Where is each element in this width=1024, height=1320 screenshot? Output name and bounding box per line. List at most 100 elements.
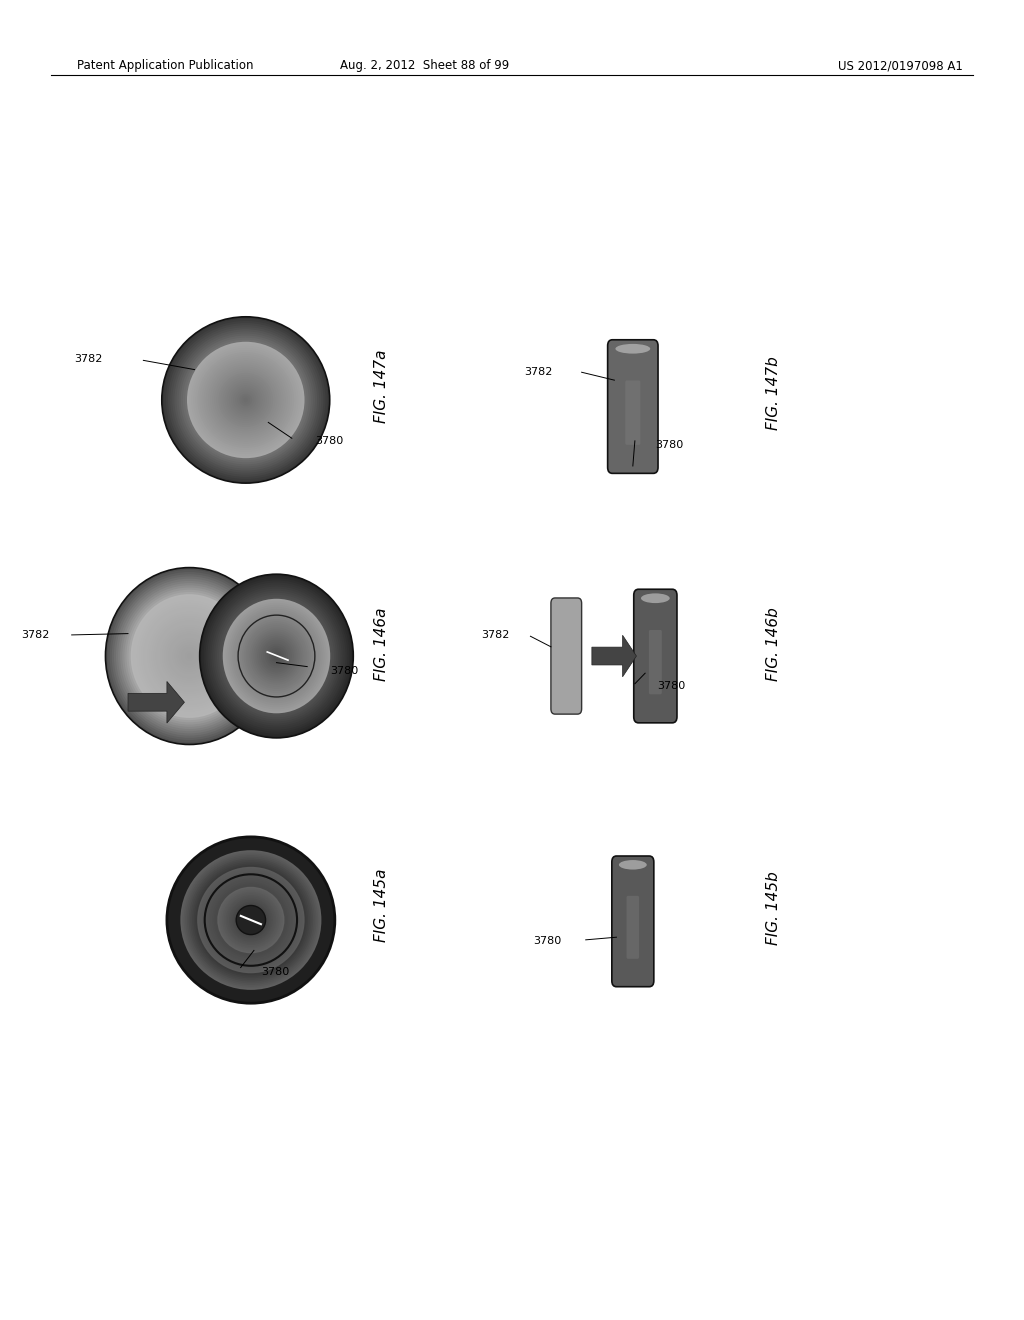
Text: 3782: 3782 — [74, 354, 102, 364]
Ellipse shape — [641, 594, 670, 603]
Text: 3782: 3782 — [524, 367, 553, 378]
Text: Aug. 2, 2012  Sheet 88 of 99: Aug. 2, 2012 Sheet 88 of 99 — [340, 59, 510, 73]
Ellipse shape — [274, 653, 279, 659]
Text: FIG. 145b: FIG. 145b — [766, 871, 780, 945]
Ellipse shape — [221, 597, 332, 715]
Ellipse shape — [162, 317, 330, 483]
Ellipse shape — [196, 865, 306, 975]
Ellipse shape — [137, 601, 242, 711]
Ellipse shape — [242, 396, 250, 404]
Ellipse shape — [156, 620, 223, 692]
Ellipse shape — [206, 875, 296, 965]
Ellipse shape — [214, 368, 278, 432]
Ellipse shape — [206, 581, 347, 731]
Ellipse shape — [230, 607, 323, 705]
Ellipse shape — [217, 887, 285, 953]
Ellipse shape — [229, 383, 262, 417]
Ellipse shape — [211, 586, 342, 726]
Ellipse shape — [270, 649, 283, 663]
Ellipse shape — [177, 847, 325, 993]
Ellipse shape — [248, 916, 254, 924]
Ellipse shape — [182, 338, 309, 462]
Text: FIG. 147a: FIG. 147a — [375, 350, 389, 424]
Ellipse shape — [202, 871, 300, 969]
Ellipse shape — [170, 841, 332, 999]
Ellipse shape — [248, 626, 305, 686]
Ellipse shape — [207, 876, 295, 964]
Text: 3780: 3780 — [261, 966, 290, 977]
Ellipse shape — [191, 346, 300, 454]
Ellipse shape — [219, 594, 334, 718]
Ellipse shape — [183, 854, 318, 986]
Ellipse shape — [618, 861, 647, 870]
Ellipse shape — [236, 906, 266, 935]
Ellipse shape — [124, 587, 255, 725]
Ellipse shape — [114, 577, 265, 735]
Ellipse shape — [213, 589, 340, 723]
Ellipse shape — [202, 577, 351, 735]
FancyBboxPatch shape — [551, 598, 582, 714]
Ellipse shape — [141, 605, 238, 708]
Ellipse shape — [129, 591, 250, 721]
Text: FIG. 146a: FIG. 146a — [375, 607, 389, 681]
Ellipse shape — [220, 890, 282, 950]
Ellipse shape — [225, 379, 266, 421]
Ellipse shape — [162, 627, 217, 685]
Ellipse shape — [190, 861, 311, 979]
Ellipse shape — [160, 626, 219, 686]
Ellipse shape — [243, 912, 259, 928]
Text: FIG. 146b: FIG. 146b — [766, 607, 780, 681]
Ellipse shape — [204, 578, 349, 734]
Ellipse shape — [244, 397, 248, 403]
Ellipse shape — [118, 581, 261, 731]
Ellipse shape — [179, 645, 200, 667]
Ellipse shape — [122, 585, 257, 727]
Ellipse shape — [209, 879, 293, 961]
Ellipse shape — [252, 630, 301, 682]
Ellipse shape — [209, 585, 344, 727]
Ellipse shape — [240, 393, 252, 407]
Ellipse shape — [116, 578, 263, 734]
Ellipse shape — [249, 919, 253, 921]
Ellipse shape — [210, 364, 282, 436]
Ellipse shape — [218, 374, 273, 426]
Ellipse shape — [175, 845, 327, 995]
Ellipse shape — [181, 647, 198, 665]
Ellipse shape — [158, 623, 221, 689]
Ellipse shape — [187, 857, 314, 983]
Ellipse shape — [198, 867, 304, 973]
Ellipse shape — [244, 913, 258, 927]
FancyBboxPatch shape — [612, 857, 654, 987]
Ellipse shape — [231, 385, 260, 414]
Ellipse shape — [147, 611, 231, 700]
Ellipse shape — [220, 375, 271, 425]
Ellipse shape — [173, 639, 206, 673]
FancyBboxPatch shape — [607, 339, 658, 474]
Ellipse shape — [230, 900, 271, 940]
Ellipse shape — [135, 598, 244, 714]
Ellipse shape — [164, 630, 215, 682]
Ellipse shape — [188, 858, 313, 982]
Ellipse shape — [207, 582, 346, 730]
Text: FIG. 147b: FIG. 147b — [766, 356, 780, 430]
Ellipse shape — [143, 607, 236, 705]
Ellipse shape — [202, 356, 290, 444]
Ellipse shape — [232, 902, 269, 939]
Text: 3780: 3780 — [657, 681, 686, 692]
Text: 3780: 3780 — [330, 665, 358, 676]
Ellipse shape — [237, 612, 316, 700]
Ellipse shape — [212, 882, 290, 958]
FancyBboxPatch shape — [649, 630, 662, 694]
Ellipse shape — [204, 358, 288, 441]
Ellipse shape — [244, 622, 309, 690]
Ellipse shape — [110, 572, 269, 741]
Ellipse shape — [198, 352, 294, 447]
Ellipse shape — [267, 645, 286, 667]
Ellipse shape — [171, 636, 208, 676]
Ellipse shape — [216, 886, 286, 954]
Ellipse shape — [166, 321, 326, 479]
Ellipse shape — [234, 611, 318, 701]
Ellipse shape — [194, 348, 298, 451]
Ellipse shape — [164, 319, 328, 480]
Ellipse shape — [259, 638, 294, 675]
